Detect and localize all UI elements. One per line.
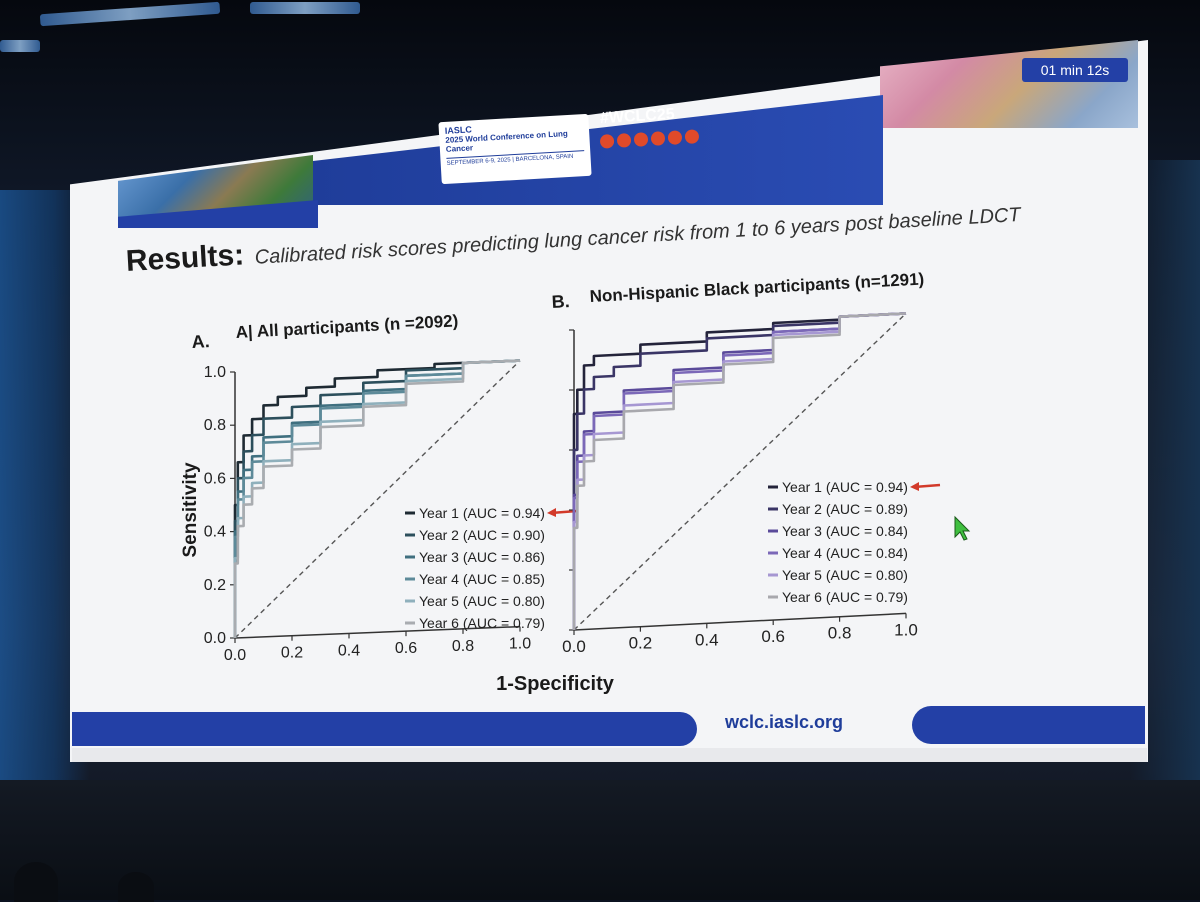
roc-curve-year-4 <box>572 312 907 630</box>
legend-label: Year 1 (AUC = 0.94) <box>782 479 908 495</box>
roc-curve-year-6 <box>233 359 521 638</box>
legend-label: Year 2 (AUC = 0.90) <box>419 527 545 543</box>
reference-diagonal <box>234 360 521 639</box>
roc-curve-year-6 <box>572 312 907 630</box>
y-tick-label: 0.4 <box>204 524 226 541</box>
legend-label: Year 4 (AUC = 0.84) <box>782 545 908 561</box>
y-axis-label: Sensitivity <box>180 462 201 557</box>
audience-head <box>14 862 58 902</box>
roc-panel-a: A. A| All participants (n =2092) 0.0 0.2 0.4… <box>180 311 578 664</box>
x-axis-label: 1-Specificity <box>496 673 615 695</box>
highlight-arrow-head <box>910 482 919 491</box>
legend-label: Year 5 (AUC = 0.80) <box>419 593 545 609</box>
roc-curve-year-2 <box>572 312 907 630</box>
ceiling-light <box>250 2 360 14</box>
legend-label: Year 5 (AUC = 0.80) <box>782 567 908 583</box>
x-tick-label: 0.8 <box>828 624 852 643</box>
y-tick-label: 1.0 <box>204 364 226 381</box>
highlight-arrow-head <box>547 508 556 517</box>
legend-label: Year 1 (AUC = 0.94) <box>419 505 545 521</box>
legend-label: Year 2 (AUC = 0.89) <box>782 501 908 517</box>
y-tick-label: 0.8 <box>204 417 226 434</box>
x-tick-label: 1.0 <box>509 636 531 653</box>
y-tick-label: 0.6 <box>204 470 226 487</box>
presentation-timer: 01 min 12s <box>1022 58 1128 82</box>
x-tick-label: 1.0 <box>894 620 918 639</box>
x-tick-label: 0.2 <box>629 634 653 653</box>
legend-label: Year 6 (AUC = 0.79) <box>782 589 908 605</box>
panel-title: Non-Hispanic Black participants (n=1291) <box>589 269 924 306</box>
mouse-cursor-icon <box>954 515 971 541</box>
legend-label: Year 3 (AUC = 0.86) <box>419 549 545 565</box>
x-tick-label: 0.2 <box>281 645 303 662</box>
y-tick-label: 0.0 <box>204 630 226 647</box>
panel-label: A. <box>191 331 210 352</box>
legend-label: Year 6 (AUC = 0.79) <box>419 615 545 631</box>
legend-label: Year 4 (AUC = 0.85) <box>419 571 545 587</box>
y-tick-label: 0.2 <box>204 577 226 594</box>
roc-curve-year-5 <box>572 312 907 630</box>
footer-band-left <box>72 712 697 746</box>
footer-band-right <box>912 706 1145 744</box>
floor <box>0 780 1200 900</box>
x-tick-label: 0.4 <box>338 642 360 659</box>
legend-label: Year 3 (AUC = 0.84) <box>782 523 908 539</box>
x-tick-label: 0.0 <box>562 637 586 656</box>
panel-title: A| All participants (n =2092) <box>235 311 459 342</box>
x-tick-label: 0.8 <box>452 638 474 655</box>
reference-diagonal <box>573 312 907 631</box>
x-axis <box>573 612 907 631</box>
x-tick-label: 0.0 <box>224 647 246 664</box>
roc-panel-b: B. Non-Hispanic Black participants (n=129… <box>551 269 941 656</box>
roc-curve-year-2 <box>233 359 521 638</box>
audience-head <box>118 872 154 902</box>
panel-label: B. <box>551 291 570 312</box>
footer-url[interactable]: wclc.iaslc.org <box>725 712 844 732</box>
x-axis <box>234 625 521 639</box>
x-tick-label: 0.4 <box>695 630 719 649</box>
roc-curve-year-1 <box>572 312 907 630</box>
x-tick-label: 0.6 <box>761 627 785 646</box>
roc-curve-year-1 <box>233 359 521 638</box>
x-tick-label: 0.6 <box>395 640 417 657</box>
ceiling-light <box>0 40 40 52</box>
slide-toolbar <box>72 748 1147 762</box>
